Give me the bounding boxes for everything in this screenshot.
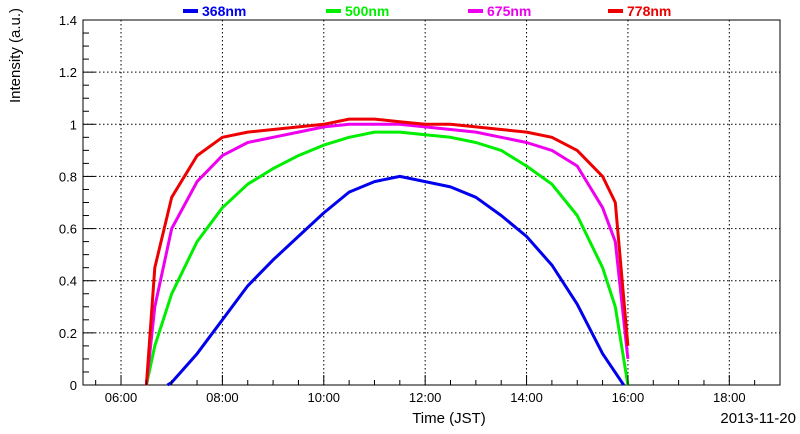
legend: 368nm 500nm 675nm 778nm bbox=[183, 3, 671, 19]
y-tick-label: 1.2 bbox=[59, 65, 77, 80]
legend-label-778nm: 778nm bbox=[627, 3, 671, 19]
grid-lines bbox=[83, 20, 780, 385]
x-tick-label: 14:00 bbox=[510, 390, 543, 405]
y-tick-label: 0 bbox=[70, 378, 77, 393]
x-tick-label: 10:00 bbox=[308, 390, 341, 405]
x-tick-label: 06:00 bbox=[105, 390, 138, 405]
x-tick-label: 12:00 bbox=[409, 390, 442, 405]
x-tick-label: 08:00 bbox=[206, 390, 239, 405]
y-tick-label: 0.4 bbox=[59, 274, 77, 289]
legend-label-500nm: 500nm bbox=[345, 3, 389, 19]
series-line-778nm bbox=[144, 117, 630, 386]
y-tick-label: 1 bbox=[70, 117, 77, 132]
x-tick-label: 18:00 bbox=[713, 390, 746, 405]
series-line-368nm bbox=[166, 174, 625, 387]
x-axis-title: Time (JST) bbox=[412, 410, 486, 427]
legend-label-675nm: 675nm bbox=[487, 3, 531, 19]
plot-frame bbox=[82, 19, 781, 386]
series-line-675nm bbox=[144, 122, 630, 386]
y-axis-title: Intensity (a.u.) bbox=[7, 8, 24, 103]
plot-area bbox=[82, 19, 781, 386]
y-tick-label: 1.4 bbox=[59, 13, 77, 28]
y-tick-label: 0.2 bbox=[59, 326, 77, 341]
series-line-500nm bbox=[144, 130, 630, 386]
axes bbox=[83, 19, 781, 386]
y-tick-label: 0.6 bbox=[59, 222, 77, 237]
legend-label-368nm: 368nm bbox=[202, 3, 246, 19]
tick-labels: 06:00 08:00 10:00 12:00 14:00 16:00 18:00 0 0.2 0… bbox=[59, 13, 746, 405]
date-label: 2013-11-20 bbox=[720, 410, 796, 427]
x-tick-label: 16:00 bbox=[612, 390, 645, 405]
series-layer bbox=[144, 117, 630, 387]
y-tick-label: 0.8 bbox=[59, 169, 77, 184]
